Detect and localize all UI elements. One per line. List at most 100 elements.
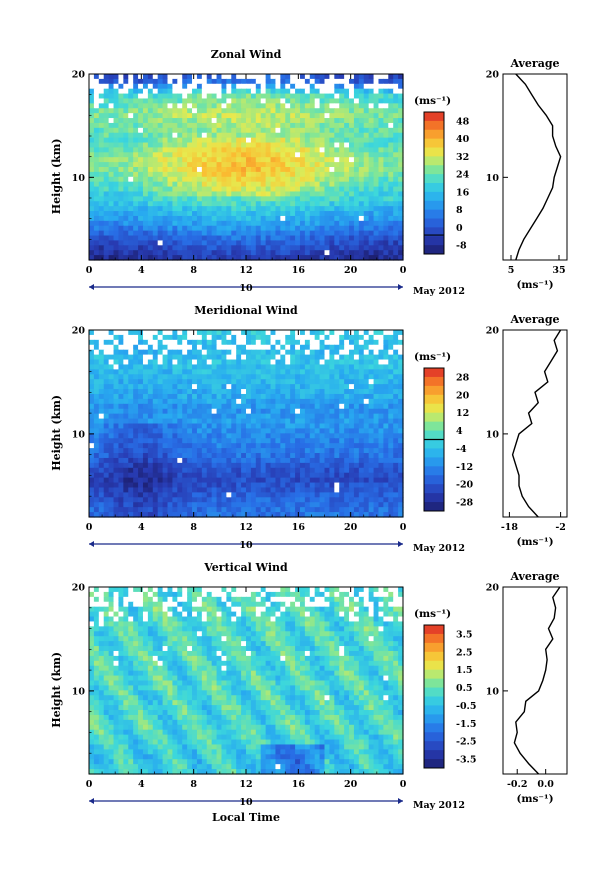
- heatmap-cell: [383, 364, 389, 370]
- heatmap-cell: [324, 393, 331, 400]
- heatmap-cell: [270, 74, 277, 80]
- heatmap-cell: [167, 457, 174, 464]
- heatmap-cell: [236, 162, 242, 168]
- heatmap-cell: [187, 201, 193, 207]
- heatmap-cell: [123, 255, 129, 261]
- heatmap-cell: [113, 167, 120, 173]
- heatmap-cell: [280, 408, 286, 415]
- heatmap-cell: [265, 433, 272, 439]
- heatmap-cell: [304, 354, 311, 361]
- heatmap-cell: [304, 344, 311, 351]
- heatmap-cell: [329, 334, 335, 341]
- heatmap-cell: [275, 507, 281, 513]
- heatmap-cell: [393, 359, 399, 366]
- heatmap-cell: [285, 492, 291, 498]
- heatmap-cell: [275, 433, 281, 439]
- heatmap-cell: [334, 393, 340, 400]
- heatmap-cell: [187, 512, 193, 518]
- heatmap-cell: [368, 74, 375, 80]
- heatmap-cell: [260, 487, 267, 493]
- heatmap-cell: [299, 374, 306, 380]
- heatmap-cell: [349, 482, 355, 489]
- heatmap-cell: [314, 443, 321, 449]
- heatmap-cell: [162, 413, 169, 420]
- heatmap-cell: [108, 462, 115, 469]
- heatmap-cell: [304, 137, 311, 144]
- heatmap-cell: [162, 438, 169, 444]
- heatmap-cell: [368, 127, 375, 134]
- heatmap-cell: [299, 157, 306, 163]
- heatmap-cell: [108, 201, 115, 207]
- heatmap-cell: [319, 364, 326, 370]
- heatmap-cell: [275, 418, 281, 425]
- heatmap-cell: [167, 113, 174, 119]
- heatmap-cell: [349, 186, 355, 193]
- heatmap-cell: [113, 349, 120, 356]
- heatmap-cell: [368, 245, 375, 251]
- colorbar-frame: [423, 111, 445, 255]
- heatmap-cell: [373, 467, 380, 474]
- heatmap-cell: [388, 255, 394, 261]
- heatmap-cell: [280, 235, 286, 242]
- heatmap-cell: [339, 433, 345, 439]
- heatmap-cell: [196, 171, 203, 178]
- heatmap-cell: [260, 438, 267, 444]
- heatmap-cell: [226, 206, 232, 212]
- heatmap-cell: [255, 477, 262, 484]
- heatmap-cell: [299, 206, 306, 212]
- heatmap-cell: [388, 157, 394, 163]
- heatmap-cell: [270, 167, 277, 173]
- heatmap-cell: [201, 398, 208, 405]
- heatmap-cell: [295, 113, 301, 119]
- heatmap-cell: [118, 477, 124, 484]
- heatmap-cell: [157, 250, 164, 256]
- heatmap-cell: [211, 354, 218, 361]
- heatmap-cell: [93, 235, 100, 242]
- heatmap-cell: [226, 245, 232, 251]
- heatmap-cell: [241, 162, 247, 168]
- heatmap-cell: [123, 201, 129, 207]
- heatmap-cell: [344, 438, 350, 444]
- heatmap-cell: [270, 78, 277, 85]
- heatmap-cell: [152, 467, 159, 474]
- heatmap-cell: [118, 167, 124, 173]
- heatmap-cell: [118, 330, 124, 336]
- heatmap-cells: [89, 330, 404, 518]
- heatmap-cell: [324, 492, 331, 498]
- heatmap-cell: [280, 215, 286, 222]
- heatmap-cell: [147, 384, 154, 390]
- heatmap-cell: [147, 142, 154, 149]
- heatmap-cell: [98, 482, 105, 489]
- heatmap-cell: [187, 108, 193, 114]
- heatmap-cell: [324, 512, 331, 518]
- heatmap-cell: [373, 418, 380, 425]
- heatmap-cell: [108, 359, 115, 366]
- heatmap-cell: [162, 93, 169, 100]
- heatmap-cell: [157, 487, 164, 493]
- heatmap-cell: [295, 132, 301, 139]
- heatmap-cell: [255, 487, 262, 493]
- heatmap-cell: [98, 167, 105, 173]
- heatmap-cell: [192, 167, 198, 173]
- heatmap-cell: [324, 462, 331, 469]
- heatmap-cell: [196, 393, 203, 400]
- heatmap-cell: [373, 250, 380, 256]
- heatmap-cell: [393, 235, 399, 242]
- heatmap-cell: [241, 113, 247, 119]
- heatmap-cell: [246, 98, 252, 104]
- heatmap-cell: [368, 467, 375, 474]
- heatmap-cell: [216, 482, 223, 489]
- heatmap-cell: [304, 132, 311, 139]
- heatmap-cell: [349, 497, 355, 503]
- heatmap-cell: [147, 497, 154, 503]
- heatmap-cell: [196, 398, 203, 405]
- heatmap-cell: [275, 413, 281, 420]
- heatmap-cell: [138, 413, 144, 420]
- heatmap-cell: [108, 162, 115, 168]
- heatmap-cell: [89, 374, 95, 380]
- heatmap-cell: [108, 206, 115, 212]
- heatmap-cell: [299, 443, 306, 449]
- heatmap-cell: [319, 339, 326, 346]
- heatmap-cell: [270, 157, 277, 163]
- heatmap-cell: [285, 220, 291, 227]
